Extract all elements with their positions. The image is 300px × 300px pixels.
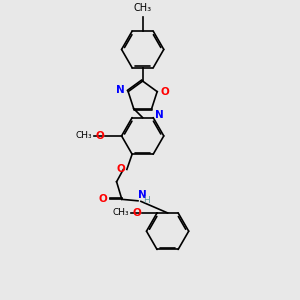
Text: N: N <box>154 110 163 120</box>
Text: O: O <box>133 208 141 218</box>
Text: O: O <box>161 87 170 97</box>
Text: CH₃: CH₃ <box>113 208 130 217</box>
Text: CH₃: CH₃ <box>134 3 152 13</box>
Text: CH₃: CH₃ <box>76 131 92 140</box>
Text: O: O <box>98 194 107 204</box>
Text: N: N <box>138 190 147 200</box>
Text: O: O <box>117 164 126 174</box>
Text: N: N <box>116 85 125 95</box>
Text: O: O <box>95 131 104 141</box>
Text: H: H <box>143 196 149 205</box>
